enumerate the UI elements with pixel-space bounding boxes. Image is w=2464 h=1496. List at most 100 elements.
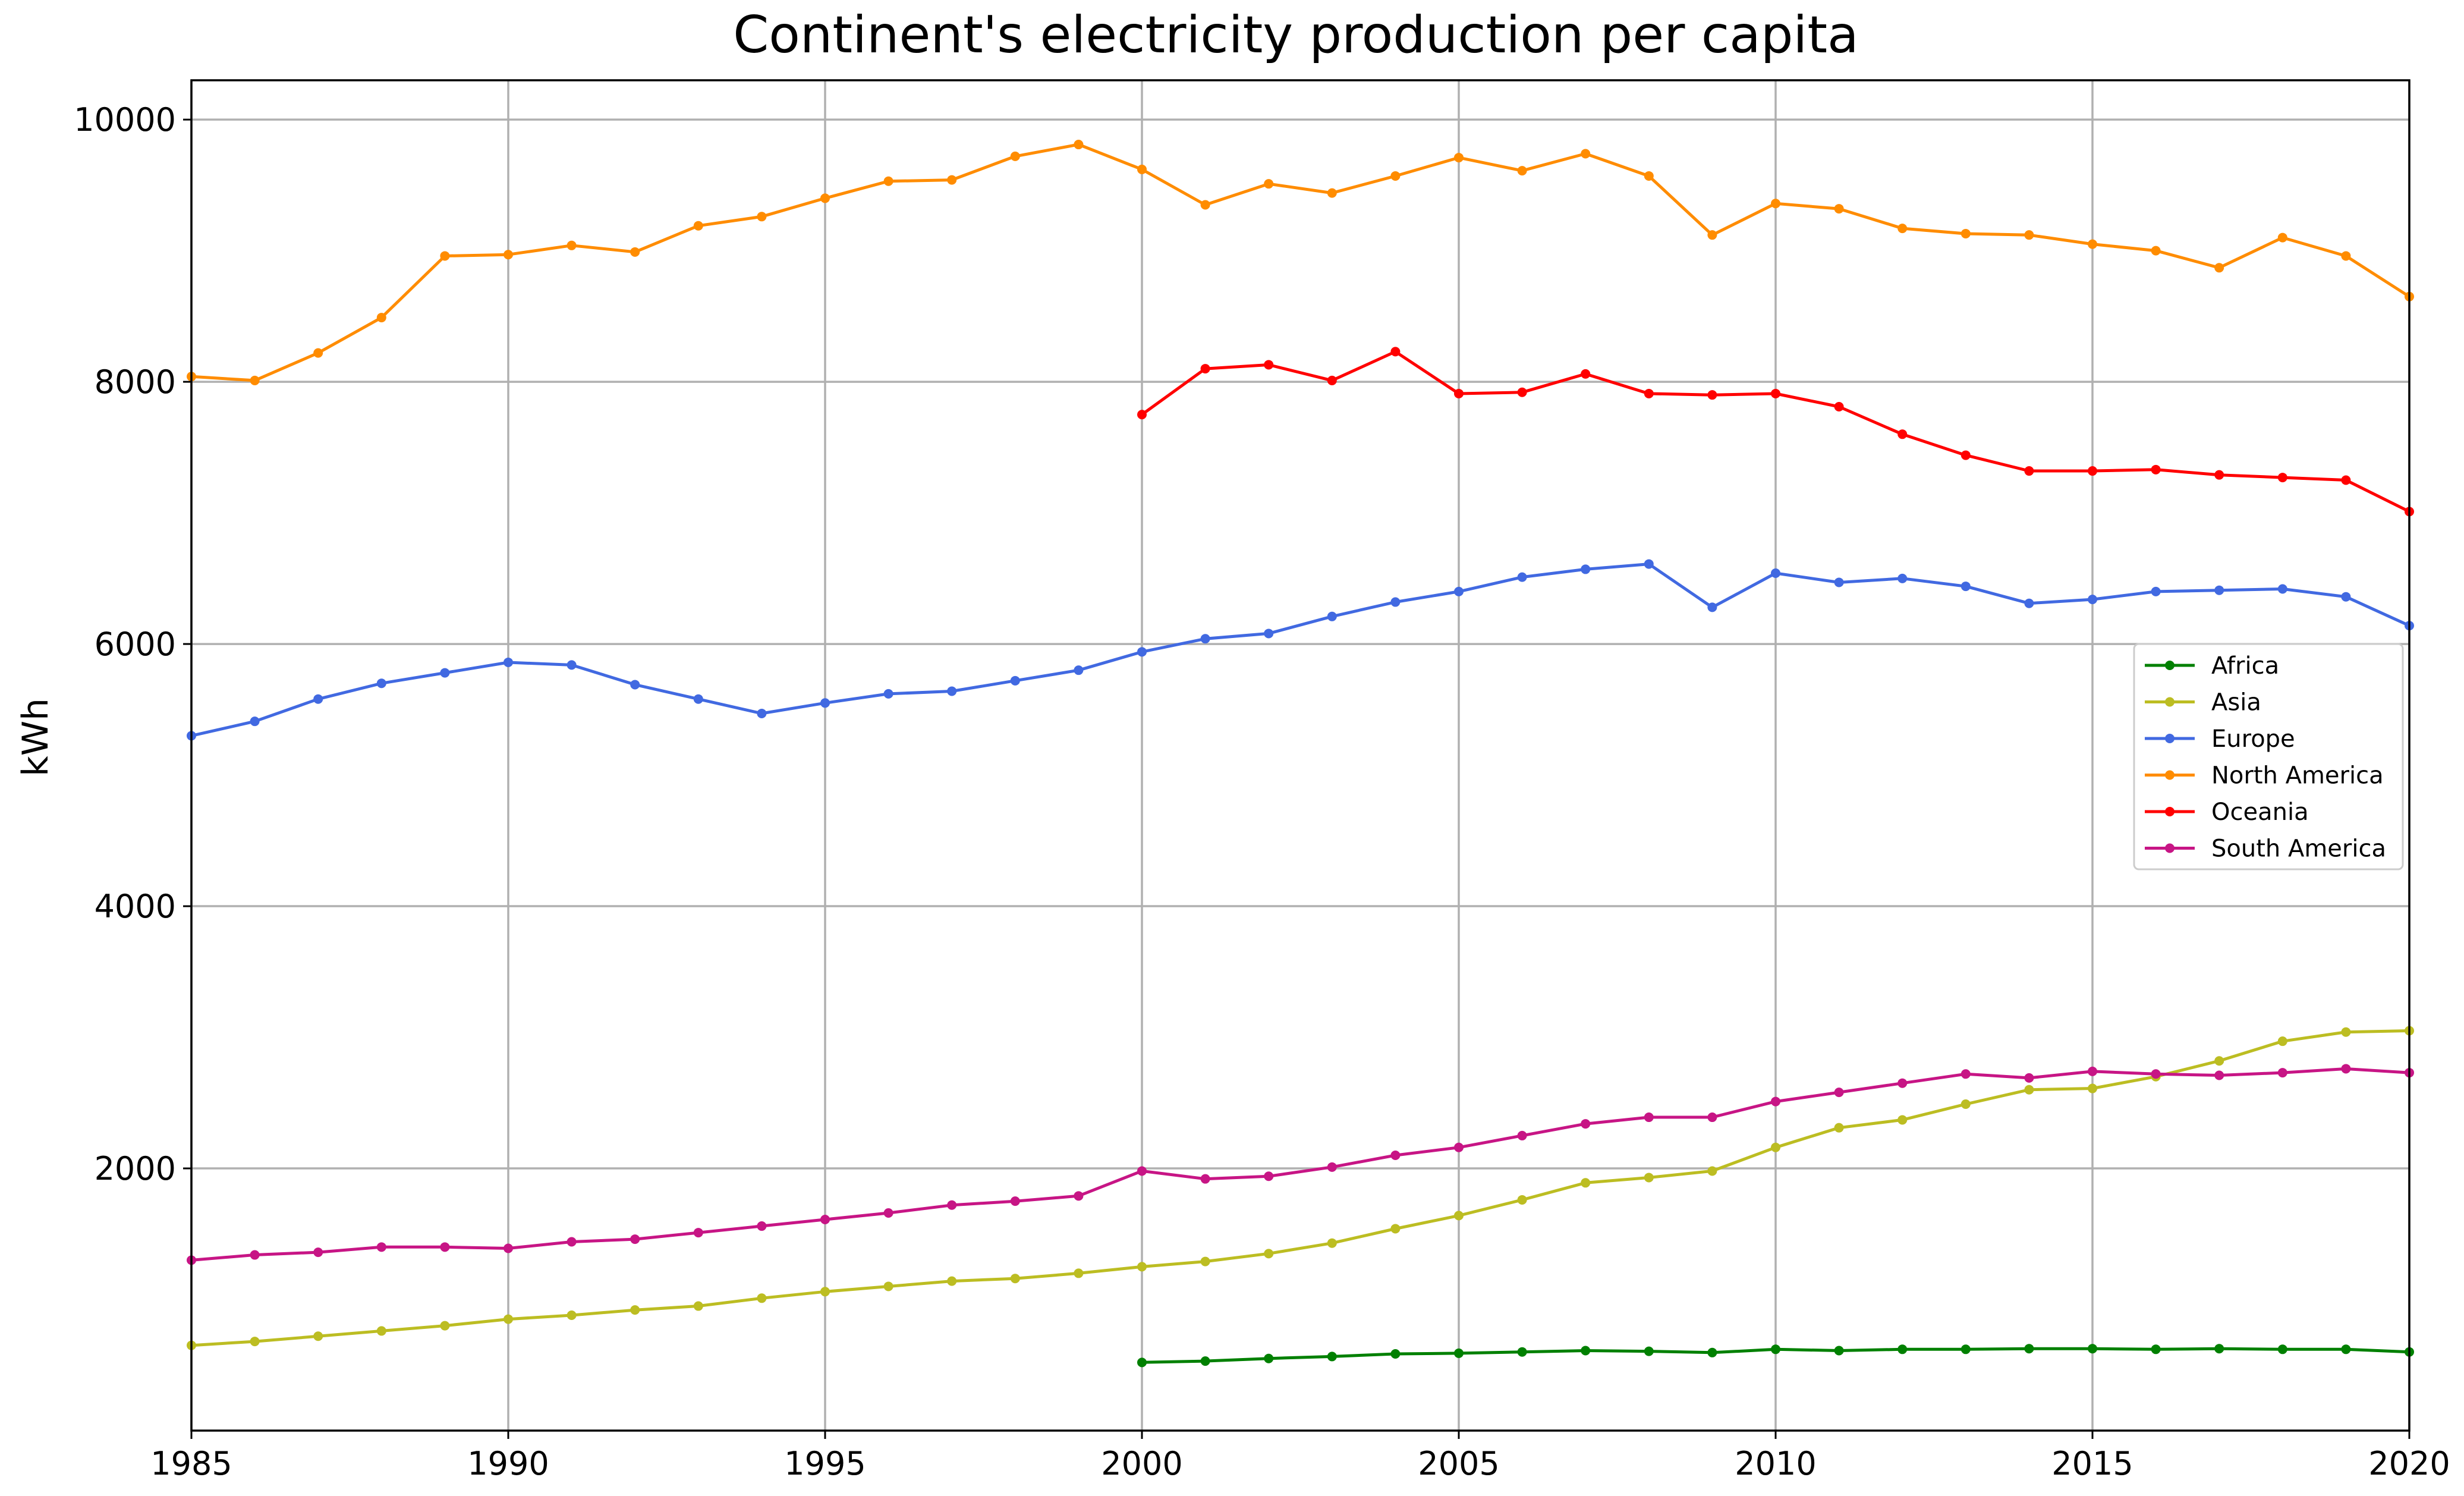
data-point-oceania xyxy=(2151,464,2161,474)
data-point-south-america xyxy=(1074,1191,1084,1201)
data-point-asia xyxy=(1264,1249,1274,1259)
data-point-south-america xyxy=(2151,1069,2161,1079)
data-point-africa xyxy=(1327,1352,1337,1362)
data-point-europe xyxy=(2277,584,2287,594)
data-point-europe xyxy=(757,708,767,718)
data-point-asia xyxy=(630,1305,640,1315)
data-point-asia xyxy=(2088,1083,2097,1093)
data-point-north-america xyxy=(1517,166,1527,176)
data-point-asia xyxy=(2214,1056,2224,1066)
data-point-asia xyxy=(1010,1274,1020,1284)
data-point-africa xyxy=(1960,1344,1971,1354)
data-point-europe xyxy=(1707,602,1717,612)
data-point-asia xyxy=(313,1331,323,1341)
legend-frame xyxy=(2133,643,2404,870)
data-point-south-america xyxy=(1644,1112,1654,1123)
data-point-africa xyxy=(2151,1344,2161,1354)
data-point-north-america xyxy=(1390,171,1401,181)
data-point-north-america xyxy=(250,375,260,385)
series-line-south-america xyxy=(191,1067,2410,1262)
x-tick-label: 1985 xyxy=(150,1445,232,1482)
data-point-asia xyxy=(1960,1099,1971,1109)
data-point-asia xyxy=(504,1314,513,1324)
data-point-south-america xyxy=(947,1200,957,1210)
data-point-north-america xyxy=(1010,151,1020,161)
data-point-africa xyxy=(2341,1344,2351,1354)
data-point-europe xyxy=(1771,568,1780,579)
data-point-africa xyxy=(1264,1353,1274,1363)
data-point-south-america xyxy=(1264,1171,1274,1181)
series-oceania xyxy=(1137,347,2414,517)
data-point-south-america xyxy=(1010,1196,1020,1206)
legend-label: North America xyxy=(2211,762,2384,790)
data-point-asia xyxy=(693,1301,703,1311)
data-point-africa xyxy=(2214,1344,2224,1354)
data-point-north-america xyxy=(1960,228,1971,238)
data-point-north-america xyxy=(1264,179,1274,189)
x-axis-ticks: 1985 1990 1995 2000 2005 2010 2015 2020 xyxy=(150,1431,2450,1482)
data-point-asia xyxy=(1074,1268,1084,1278)
data-point-europe xyxy=(1264,628,1274,639)
data-point-north-america xyxy=(1707,230,1717,240)
data-point-north-america xyxy=(440,251,450,261)
data-point-north-america xyxy=(1581,149,1591,159)
data-point-europe xyxy=(1581,564,1591,574)
data-point-south-america xyxy=(440,1242,450,1252)
legend-item-asia: Asia xyxy=(2145,689,2261,716)
data-point-south-america xyxy=(1897,1078,1908,1088)
data-point-north-america xyxy=(1200,200,1210,210)
data-point-europe xyxy=(1010,675,1020,686)
data-point-oceania xyxy=(1517,387,1527,397)
data-point-south-america xyxy=(2024,1073,2034,1083)
data-point-asia xyxy=(1390,1224,1401,1234)
data-point-asia xyxy=(1137,1262,1147,1272)
data-point-europe xyxy=(2341,592,2351,602)
data-point-north-america xyxy=(1644,171,1654,181)
legend-label: Oceania xyxy=(2211,799,2309,826)
data-point-north-america xyxy=(693,221,703,231)
data-point-north-america xyxy=(947,175,957,185)
data-point-asia xyxy=(2024,1085,2034,1095)
data-point-europe xyxy=(1454,586,1464,596)
series-line-asia xyxy=(191,1029,2410,1347)
data-point-asia xyxy=(757,1293,767,1303)
legend-marker xyxy=(2165,807,2175,816)
data-point-europe xyxy=(2151,586,2161,596)
data-point-asia xyxy=(820,1287,830,1297)
data-point-africa xyxy=(1834,1346,1844,1356)
data-point-oceania xyxy=(2024,466,2034,476)
data-point-oceania xyxy=(1644,388,1654,398)
y-axis-label: kWh xyxy=(15,698,56,777)
data-point-oceania xyxy=(1960,450,1971,460)
data-point-south-america xyxy=(1707,1112,1717,1123)
data-point-oceania xyxy=(1707,390,1717,400)
legend-marker xyxy=(2165,697,2175,707)
y-tick-label: 8000 xyxy=(95,363,176,401)
data-point-south-america xyxy=(757,1221,767,1231)
series-asia xyxy=(187,1026,2414,1350)
legend-item-south-america: South America xyxy=(2145,835,2386,863)
data-point-north-america xyxy=(2151,246,2161,256)
legend-label: South America xyxy=(2211,835,2386,863)
series-lines xyxy=(187,140,2414,1368)
series-europe xyxy=(187,559,2414,741)
data-point-asia xyxy=(567,1310,577,1320)
data-point-asia xyxy=(2341,1027,2351,1037)
data-point-oceania xyxy=(1264,360,1274,370)
data-point-north-america xyxy=(1897,224,1908,234)
data-point-north-america xyxy=(1327,188,1337,198)
data-point-africa xyxy=(1581,1346,1591,1356)
data-point-oceania xyxy=(1327,375,1337,385)
data-point-africa xyxy=(1644,1346,1654,1356)
data-point-europe xyxy=(1517,572,1527,582)
data-point-south-america xyxy=(313,1247,323,1258)
data-point-north-america xyxy=(757,212,767,222)
data-point-asia xyxy=(1834,1123,1844,1133)
data-point-europe xyxy=(504,657,513,667)
y-tick-label: 4000 xyxy=(95,888,176,925)
legend-label: Asia xyxy=(2211,689,2261,716)
data-point-europe xyxy=(693,694,703,704)
data-point-south-america xyxy=(1137,1166,1147,1176)
data-point-asia xyxy=(1771,1142,1780,1152)
data-point-south-america xyxy=(1517,1130,1527,1140)
